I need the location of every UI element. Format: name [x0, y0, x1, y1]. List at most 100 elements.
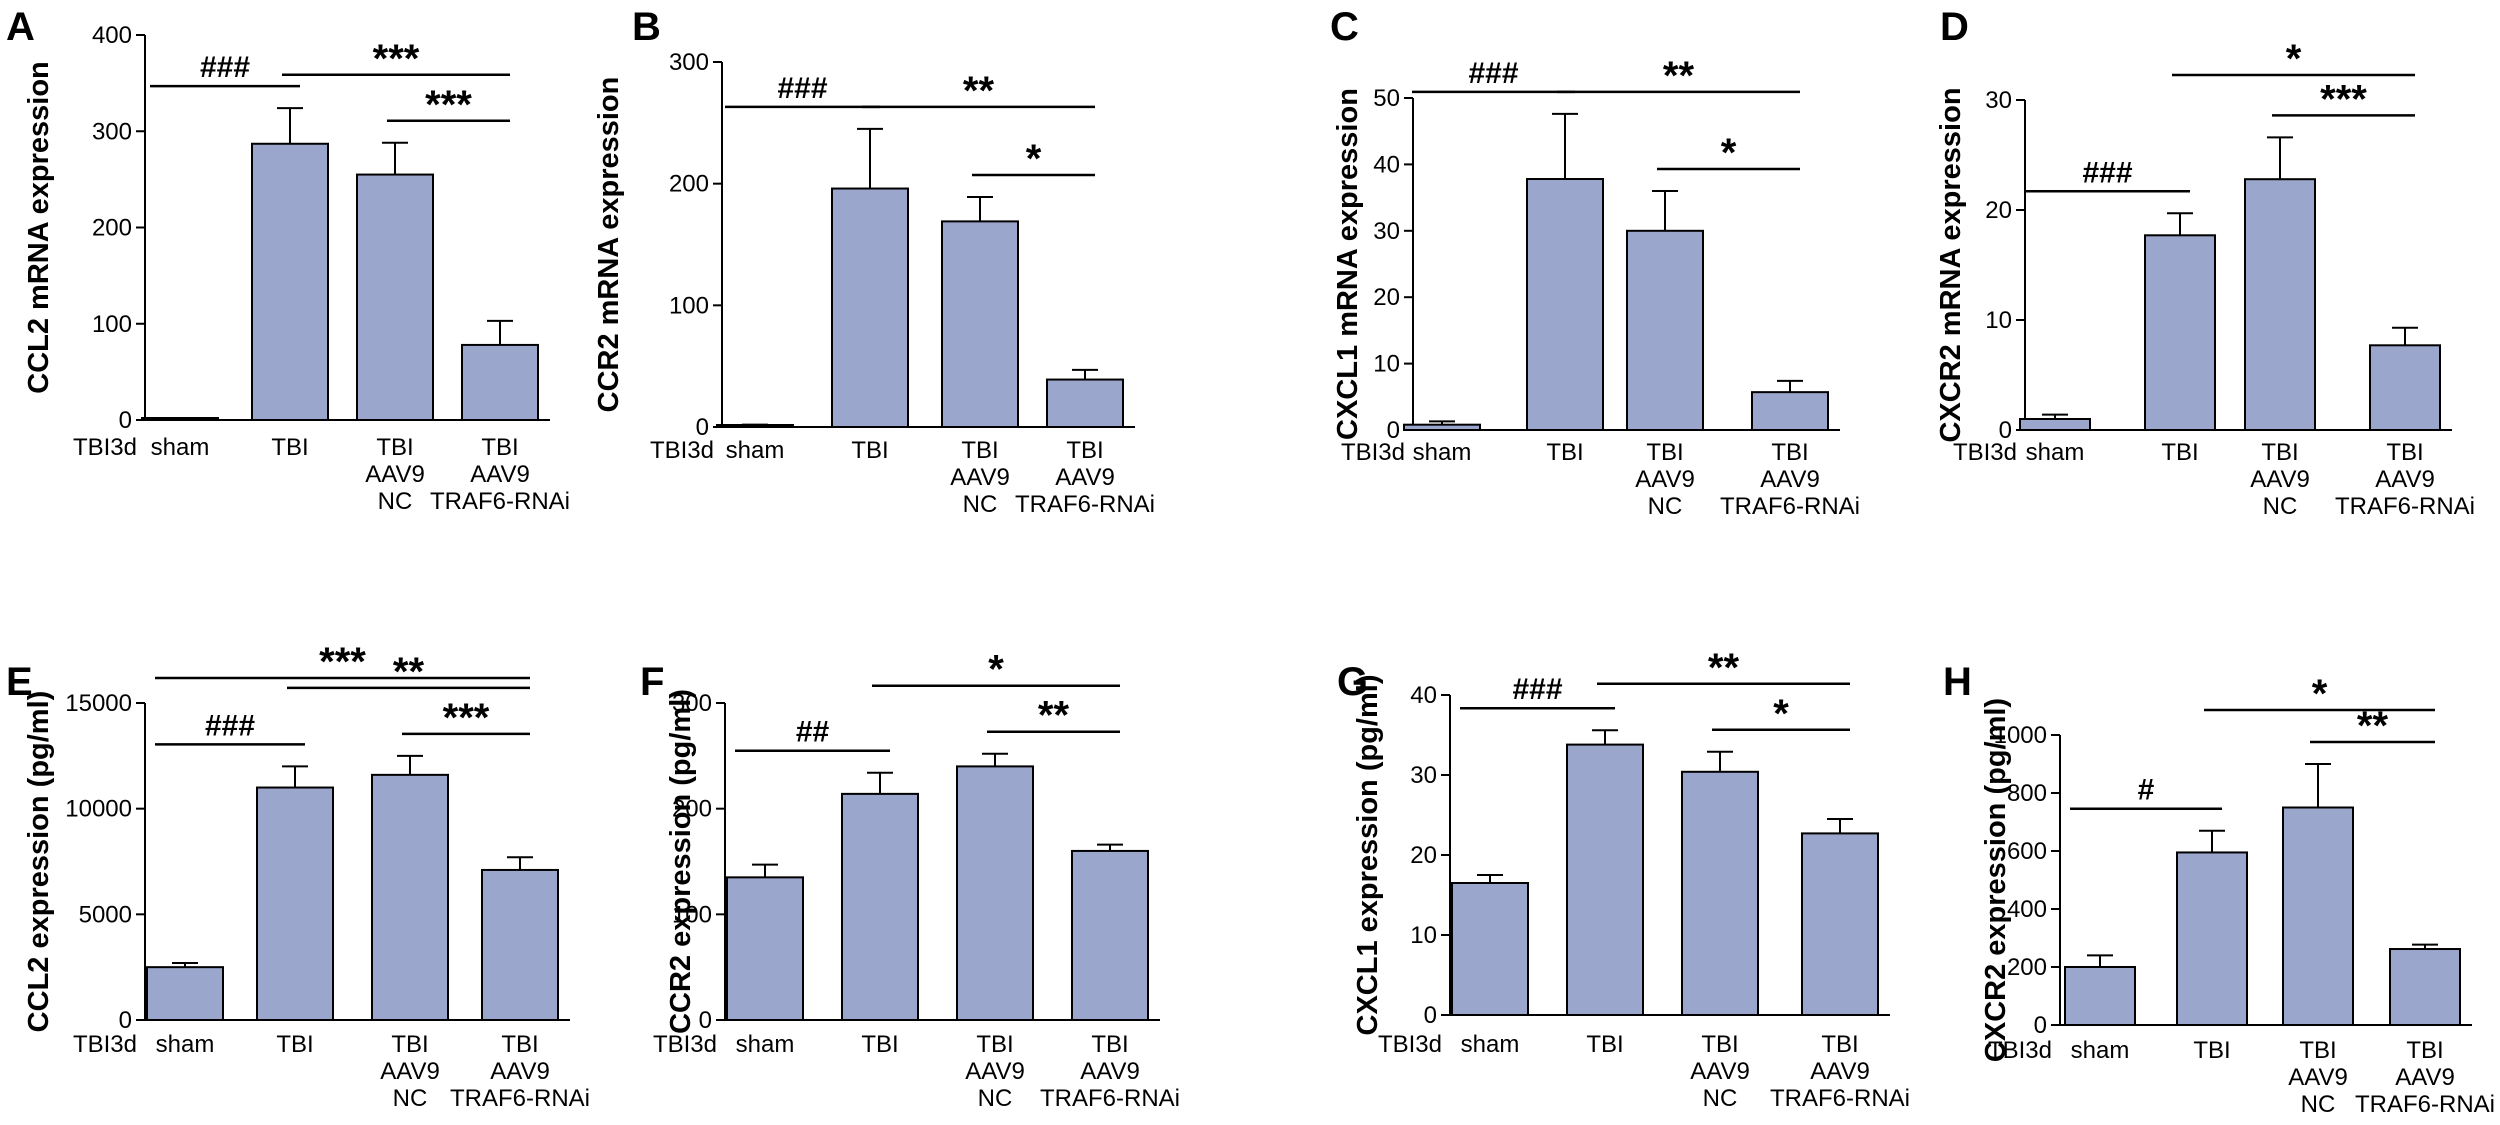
x-category-label: NC: [378, 488, 413, 515]
significance-label: ###: [1512, 673, 1562, 706]
group-prefix-label: TBI3d: [650, 437, 714, 464]
y-axis-label: CXCL1 mRNA expression: [1332, 88, 1364, 440]
y-tick-label: 20: [1410, 842, 1437, 869]
panel-letter: E: [6, 660, 33, 704]
y-tick-label: 1000: [1994, 722, 2047, 749]
bar: [1071, 849, 1149, 1022]
chart-panel-A: A CCL2 mRNA expression 0 100 200 300 400 TBI3d s…: [6, 5, 570, 515]
y-tick-label: 200: [92, 215, 132, 242]
significance-label: **: [1663, 54, 1695, 98]
x-category-label: NC: [1648, 493, 1683, 520]
group-prefix-label: TBI3d: [1953, 439, 2017, 466]
x-category-label: TBI: [1771, 439, 1808, 466]
y-tick-label: 100: [672, 901, 712, 928]
bar: [1751, 391, 1829, 432]
x-category-label: sham: [736, 1031, 795, 1058]
x-category-label: TBI: [2193, 1037, 2230, 1064]
y-tick-label: 10: [1373, 351, 1400, 378]
x-category-label: NC: [2263, 493, 2298, 520]
y-tick-label: 30: [1410, 762, 1437, 789]
y-tick-label: 50: [1373, 85, 1400, 112]
x-category-label: sham: [726, 437, 785, 464]
bar: [2389, 948, 2461, 1027]
x-category-label: TBI: [2261, 439, 2298, 466]
panel-letter: G: [1337, 660, 1368, 704]
significance-label: ##: [796, 716, 830, 749]
y-tick-label: 0: [696, 414, 709, 441]
x-category-label: TBI: [1821, 1031, 1858, 1058]
bar: [1681, 770, 1759, 1016]
x-category-label: AAV9: [950, 464, 1010, 491]
bar: [461, 343, 539, 421]
y-tick-label: 400: [2007, 896, 2047, 923]
y-tick-label: 300: [672, 690, 712, 717]
x-category-label: TBI: [2406, 1037, 2443, 1064]
group-prefix-label: TBI3d: [73, 434, 137, 461]
y-axis-label: CXCL1 expression (pg/ml): [1352, 675, 1384, 1036]
x-category-label: AAV9: [2395, 1064, 2455, 1091]
bar: [371, 773, 449, 1021]
y-tick-label: 0: [1387, 417, 1400, 444]
significance-label: ***: [373, 37, 420, 81]
group-prefix-label: TBI3d: [1988, 1037, 2052, 1064]
y-axis-label: CXCR2 expression (pg/ml): [1980, 698, 2012, 1062]
y-tick-label: 5000: [79, 901, 132, 928]
x-category-label: TBI: [976, 1031, 1013, 1058]
x-category-label: AAV9: [1690, 1058, 1750, 1085]
bar: [251, 142, 329, 421]
x-category-label: AAV9: [2288, 1064, 2348, 1091]
x-category-label: sham: [1413, 439, 1472, 466]
bar: [2064, 966, 2136, 1026]
x-category-label: TBI: [2161, 439, 2198, 466]
y-tick-label: 200: [672, 796, 712, 823]
x-category-label: TBI: [1091, 1031, 1128, 1058]
bar: [841, 792, 919, 1022]
x-category-label: AAV9: [1055, 464, 1115, 491]
x-category-label: NC: [978, 1085, 1013, 1112]
bar: [956, 765, 1034, 1022]
y-tick-label: 100: [92, 311, 132, 338]
x-category-label: AAV9: [470, 461, 530, 488]
x-category-label: AAV9: [490, 1058, 550, 1085]
x-category-label: TBI: [851, 437, 888, 464]
significance-label: ***: [2320, 77, 2367, 121]
bar: [2176, 851, 2248, 1027]
y-axis-label: CCR2 mRNA expression: [593, 77, 625, 413]
bar: [726, 876, 804, 1021]
x-category-label: TBI: [1586, 1031, 1623, 1058]
x-category-label: AAV9: [2375, 466, 2435, 493]
x-category-label: TRAF6-RNAi: [2355, 1091, 2495, 1118]
x-category-label: TRAF6-RNAi: [1015, 491, 1155, 518]
y-tick-label: 15000: [65, 690, 132, 717]
x-category-label: TRAF6-RNAi: [1720, 493, 1860, 520]
x-category-label: TBI: [501, 1031, 538, 1058]
significance-label: **: [1708, 646, 1740, 690]
x-category-label: TBI: [1701, 1031, 1738, 1058]
x-category-label: TBI: [1646, 439, 1683, 466]
x-category-label: TBI: [861, 1031, 898, 1058]
bar: [1403, 423, 1481, 431]
panel-letter: A: [6, 5, 35, 49]
x-category-label: TBI: [2386, 439, 2423, 466]
bar: [1046, 378, 1124, 428]
y-axis-label: CCL2 mRNA expression: [23, 61, 55, 394]
bar: [356, 173, 434, 421]
significance-label: ***: [425, 83, 472, 127]
chart-panel-D: D CXCR2 mRNA expression 0 10 20 30 TBI3d sham TB…: [1935, 5, 2475, 520]
x-category-label: TBI: [276, 1031, 313, 1058]
x-category-label: TBI: [271, 434, 308, 461]
y-tick-label: 0: [119, 1007, 132, 1034]
significance-label: ###: [205, 709, 255, 742]
x-category-label: AAV9: [2250, 466, 2310, 493]
y-tick-label: 20: [1373, 284, 1400, 311]
x-category-label: AAV9: [1635, 466, 1695, 493]
y-tick-label: 40: [1410, 682, 1437, 709]
y-tick-label: 0: [699, 1007, 712, 1034]
significance-label: ###: [1468, 57, 1518, 90]
significance-label: **: [1038, 694, 1070, 738]
x-category-label: AAV9: [1080, 1058, 1140, 1085]
panel-letter: D: [1940, 5, 1969, 49]
significance-label: *: [988, 648, 1004, 692]
